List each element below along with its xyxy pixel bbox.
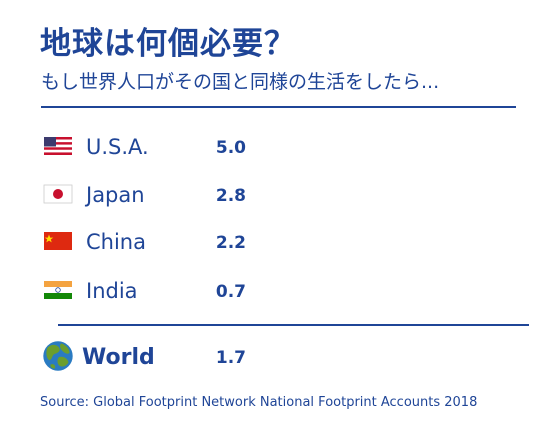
earth-globe-icon [43,341,73,371]
earth-mark [315,342,343,370]
earth-mark [315,132,343,160]
earth-mark [266,132,294,160]
category-label: World [82,345,155,370]
earth-mark [315,180,343,208]
page-title: 地球は何個必要？ [40,26,296,62]
earth-mark [266,227,294,255]
page-subtitle: もし世界人口がその国と同様の生活をしたら... [41,71,440,93]
earth-mark [364,180,392,208]
category-label: China [86,230,146,254]
value-label: 0.7 [216,282,246,302]
source-note: Source: Global Footprint Network Nationa… [40,395,478,410]
category-label: Japan [84,183,145,207]
category-label: India [86,279,138,303]
japan-flag-icon [43,184,73,204]
usa-flag-icon [44,137,72,155]
earth-mark [413,132,441,160]
china-flag-icon [44,232,72,250]
india-flag-icon [44,281,72,299]
earth-mark [266,276,294,304]
earth-mark [315,227,343,255]
earth-mark [364,132,392,160]
value-label: 2.8 [216,186,246,206]
category-label: U.S.A. [86,135,149,159]
bottom-divider [58,324,529,326]
earth-mark [266,342,294,370]
value-label: 2.2 [216,233,246,253]
earth-mark [462,132,490,160]
earth-mark [266,180,294,208]
earth-mark [364,227,392,255]
value-label: 5.0 [216,138,246,158]
top-divider [41,106,516,108]
value-label: 1.7 [216,348,246,368]
